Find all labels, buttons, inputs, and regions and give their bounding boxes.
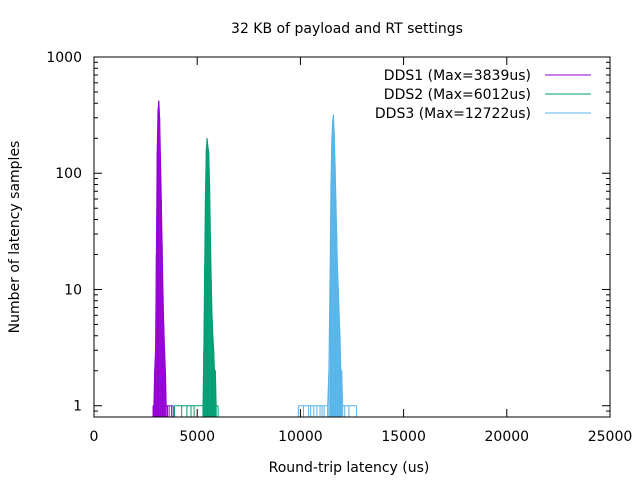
series-1 [152, 100, 174, 417]
y-tick-label: 100 [55, 166, 82, 182]
x-tick-label: 20000 [485, 429, 530, 445]
legend-label-1: DDS1 (Max=3839us) [384, 68, 531, 84]
y-axis-label: Number of latency samples [7, 141, 23, 334]
series-3-outline [298, 114, 357, 407]
legend-label-2: DDS2 (Max=6012us) [384, 87, 531, 103]
plot-frame [93, 56, 611, 418]
series-2-outline [174, 138, 219, 407]
x-tick-label: 5000 [179, 429, 215, 445]
x-axis-label: Round-trip latency (us) [269, 460, 430, 476]
plot-area [152, 100, 358, 417]
y-tick-label: 1 [73, 399, 82, 415]
y-tick-label: 10 [64, 282, 82, 298]
y-tick-label: 1000 [46, 50, 82, 66]
x-tick-label: 10000 [278, 429, 323, 445]
series-2 [173, 138, 219, 417]
legend-label-3: DDS3 (Max=12722us) [375, 106, 531, 122]
x-tick-label: 25000 [588, 429, 633, 445]
axes: 0 5000 10000 15000 20000 25000 1 10 100 1000 [46, 50, 632, 445]
chart-title: 32 KB of payload and RT settings [231, 21, 463, 37]
series-1-outline [153, 100, 174, 407]
x-tick-label: 0 [90, 429, 99, 445]
legend: DDS1 (Max=3839us) DDS2 (Max=6012us) DDS3 (… [375, 68, 591, 122]
series-3 [297, 114, 358, 417]
x-tick-label: 15000 [381, 429, 426, 445]
